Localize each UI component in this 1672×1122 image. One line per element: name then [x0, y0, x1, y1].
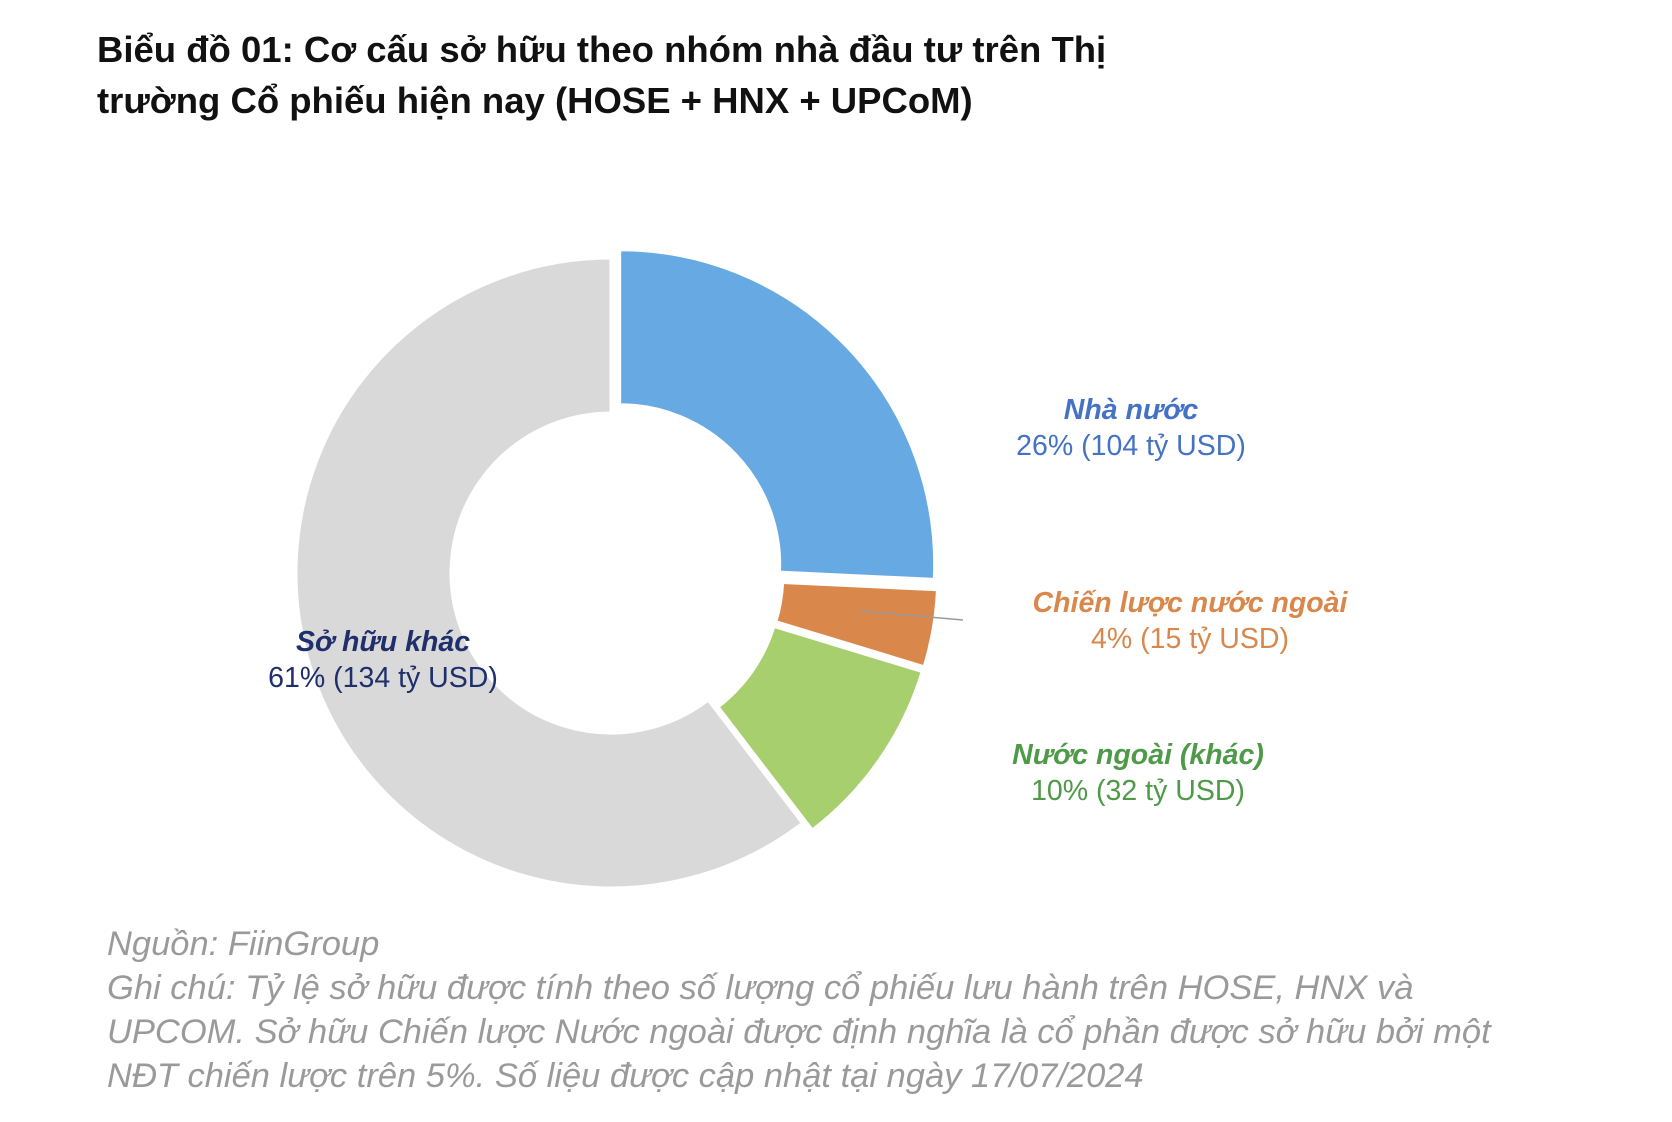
slice-value: 61% (134 tỷ USD) [268, 662, 498, 694]
donut-slices [294, 248, 940, 890]
slice-label-nuoc-ngoai-khac: Nước ngoài (khác) 10% (32 tỷ USD) [1012, 737, 1264, 809]
slice-label-nha-nuoc: Nhà nước 26% (104 tỷ USD) [1016, 392, 1246, 464]
note-line-2: UPCOM. Sở hữu Chiến lược Nước ngoài được… [107, 1013, 1491, 1051]
chart-title-line-1: Biểu đồ 01: Cơ cấu sở hữu theo nhóm nhà … [97, 29, 1107, 70]
leader-line [859, 610, 964, 621]
slice-name: Nước ngoài (khác) [1012, 739, 1264, 771]
note-line-3: NĐT chiến lược trên 5%. Số liệu được cập… [107, 1057, 1144, 1095]
slice-name: Nhà nước [1063, 394, 1199, 426]
slice-value: 10% (32 tỷ USD) [1031, 775, 1245, 807]
slice-label-chien-luoc-nuoc-ngoai: Chiến lược nước ngoài 4% (15 tỷ USD) [1033, 585, 1348, 657]
footnote: Nguồn: FiinGroup Ghi chú: Tỷ lệ sở hữu đ… [107, 922, 1647, 1098]
source-note: Nguồn: FiinGroup [107, 925, 380, 963]
note-line-1: Ghi chú: Tỷ lệ sở hữu được tính theo số … [107, 969, 1414, 1007]
chart-title: Biểu đồ 01: Cơ cấu sở hữu theo nhóm nhà … [97, 24, 1397, 126]
slice-nha-nuoc [618, 248, 937, 581]
slice-name: Chiến lược nước ngoài [1032, 587, 1348, 619]
slice-chien-luoc-nuoc-ngoai [774, 580, 940, 669]
slice-label-so-huu-khac: Sở hữu khác 61% (134 tỷ USD) [268, 624, 498, 696]
slice-so-huu-khac [294, 256, 805, 890]
slice-value: 26% (104 tỷ USD) [1016, 430, 1246, 462]
chart-title-line-2: trường Cổ phiếu hiện nay (HOSE + HNX + U… [97, 80, 973, 121]
slice-value: 4% (15 tỷ USD) [1091, 623, 1289, 655]
slice-nuoc-ngoai-khac [715, 624, 925, 833]
slice-name: Sở hữu khác [295, 626, 471, 658]
